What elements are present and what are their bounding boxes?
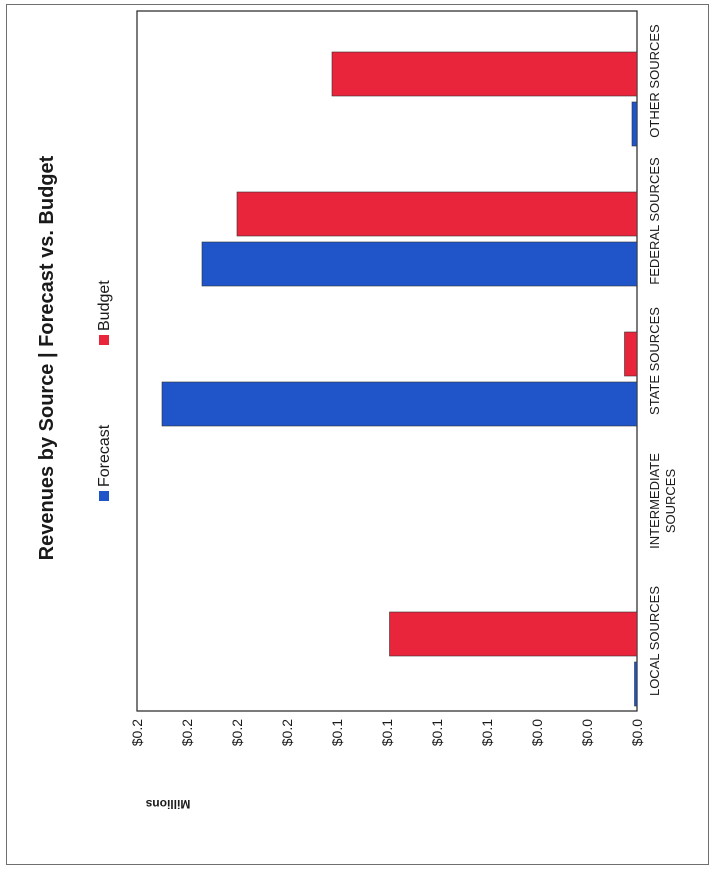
legend-label-forecast: Forecast	[96, 424, 113, 487]
plot-area	[136, 10, 638, 712]
category-label-local-sources: LOCAL SOURCES	[647, 586, 662, 696]
value-tick-label: $0.1	[479, 719, 495, 746]
value-tick-label: $0.1	[429, 719, 445, 746]
legend: Forecast Budget	[96, 280, 113, 501]
category-label-other-sources: OTHER SOURCES	[647, 24, 662, 138]
bar-forecast-federal-sources	[201, 241, 638, 287]
bar-forecast-state-sources	[161, 381, 638, 427]
bar-budget-other-sources	[331, 51, 638, 97]
value-tick-label: $0.1	[329, 719, 345, 746]
value-tick-label: $0.2	[279, 719, 295, 746]
category-label-intermediate-sources: INTERMEDIATESOURCES	[647, 453, 678, 549]
value-tick-label: $0.2	[179, 719, 195, 746]
category-label-federal-sources: FEDERAL SOURCES	[647, 157, 662, 285]
legend-swatch-budget	[99, 335, 109, 345]
units-label: Millions	[145, 797, 190, 811]
value-tick-label: $0.0	[529, 719, 545, 746]
value-tick-label: $0.1	[379, 719, 395, 746]
bar-budget-federal-sources	[236, 191, 638, 237]
value-tick-label: $0.0	[629, 719, 645, 746]
category-label-state-sources: STATE SOURCES	[647, 307, 662, 415]
legend-label-budget: Budget	[96, 280, 113, 331]
legend-swatch-forecast	[99, 491, 109, 501]
bar-forecast-other-sources	[631, 101, 638, 147]
value-tick-label: $0.0	[579, 719, 595, 746]
chart-title: Revenues by Source | Forecast vs. Budget	[36, 155, 58, 560]
value-tick-label: $0.2	[229, 719, 245, 746]
value-tick-label: $0.2	[129, 719, 145, 746]
bar-forecast-local-sources	[634, 661, 638, 707]
bar-budget-state-sources	[624, 331, 638, 377]
bar-budget-local-sources	[389, 611, 638, 657]
